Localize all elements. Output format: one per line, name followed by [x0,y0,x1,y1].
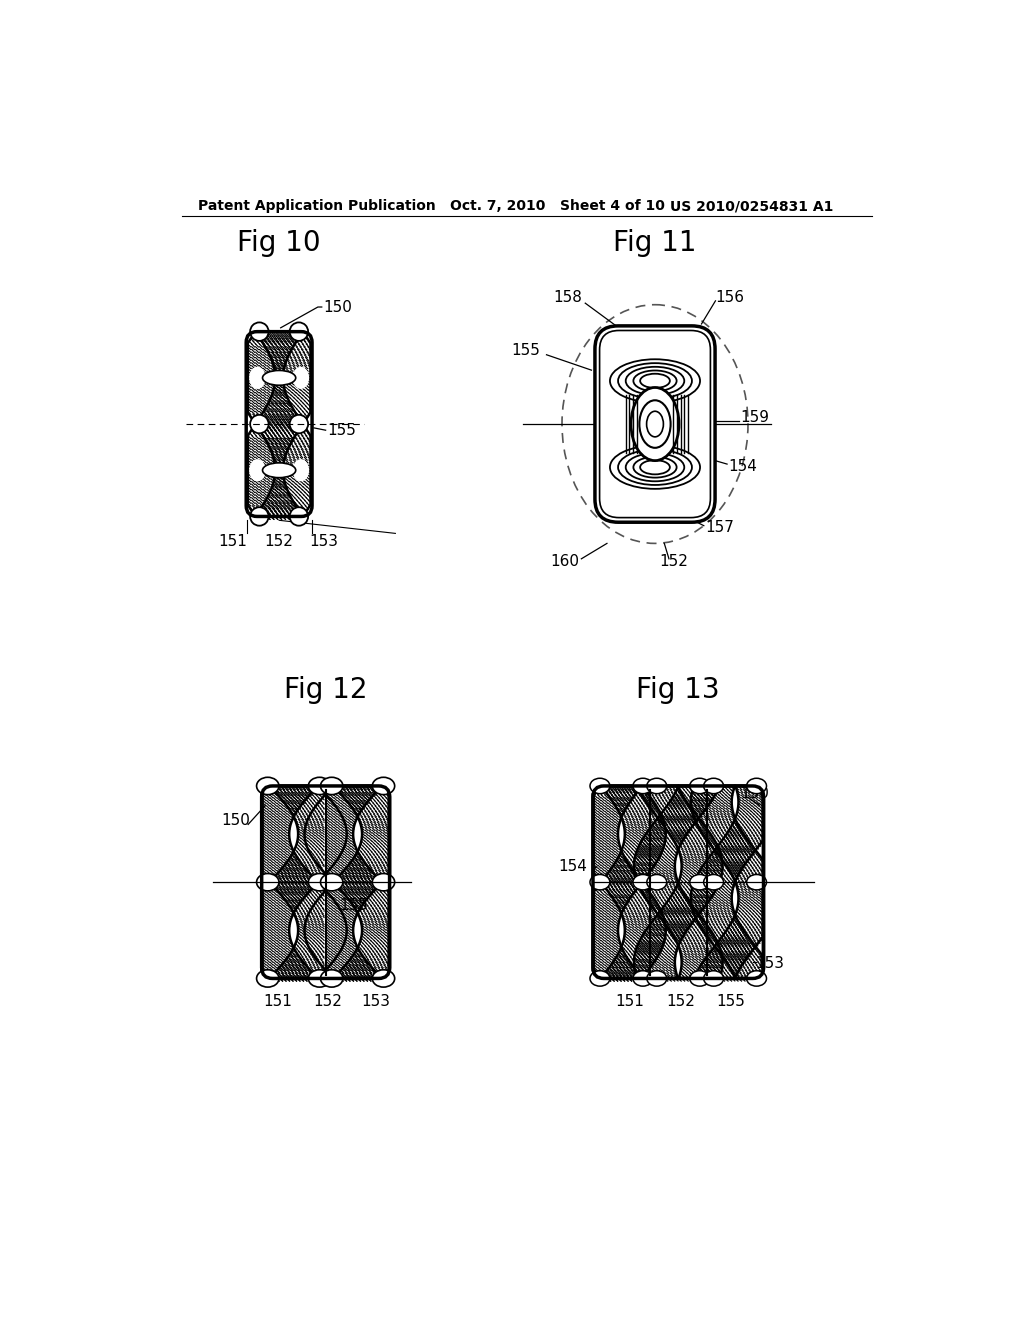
Ellipse shape [647,779,667,793]
Text: 155: 155 [328,422,356,438]
Ellipse shape [308,874,331,891]
Text: 152: 152 [658,553,688,569]
FancyBboxPatch shape [593,785,764,978]
Text: 152: 152 [264,533,294,549]
Ellipse shape [690,874,710,890]
Ellipse shape [639,400,671,447]
Ellipse shape [321,777,343,795]
Text: 153: 153 [361,994,390,1008]
Text: 154: 154 [729,459,758,474]
Ellipse shape [308,970,331,987]
Ellipse shape [647,970,667,986]
Ellipse shape [646,412,664,437]
Text: 151: 151 [263,994,292,1008]
Ellipse shape [262,463,296,478]
Text: 155: 155 [340,898,369,913]
FancyBboxPatch shape [246,331,312,516]
Ellipse shape [590,970,610,986]
Ellipse shape [321,874,343,891]
Ellipse shape [373,777,394,795]
Ellipse shape [257,970,279,987]
Text: 150: 150 [324,300,352,314]
Text: 151: 151 [218,533,247,549]
Ellipse shape [262,371,296,385]
Text: 152: 152 [667,994,695,1008]
Ellipse shape [308,777,331,795]
Text: 152: 152 [313,994,342,1008]
Ellipse shape [293,367,309,389]
Ellipse shape [590,874,610,890]
Ellipse shape [703,874,724,890]
Text: 160: 160 [550,553,580,569]
Text: 150: 150 [740,787,769,801]
Ellipse shape [633,970,653,986]
Text: 153: 153 [309,533,339,549]
Ellipse shape [293,459,309,482]
Text: Fig 12: Fig 12 [284,676,368,704]
Ellipse shape [249,367,265,389]
Ellipse shape [631,388,679,461]
Text: 155: 155 [512,343,541,359]
Text: 153: 153 [756,956,784,970]
Ellipse shape [249,459,265,482]
Text: Oct. 7, 2010   Sheet 4 of 10: Oct. 7, 2010 Sheet 4 of 10 [450,199,665,213]
Ellipse shape [633,779,653,793]
Text: Patent Application Publication: Patent Application Publication [198,199,435,213]
Ellipse shape [290,322,308,341]
Ellipse shape [373,970,394,987]
Text: Fig 11: Fig 11 [613,230,696,257]
Ellipse shape [690,779,710,793]
Ellipse shape [290,507,308,525]
Ellipse shape [647,874,667,890]
Text: 155: 155 [717,994,745,1008]
Ellipse shape [690,970,710,986]
Text: 159: 159 [740,411,769,425]
Ellipse shape [703,970,724,986]
Ellipse shape [373,874,394,891]
Text: 158: 158 [554,289,583,305]
Ellipse shape [633,874,653,890]
Text: 150: 150 [221,813,250,828]
FancyBboxPatch shape [262,785,389,978]
Ellipse shape [590,779,610,793]
FancyBboxPatch shape [595,326,715,523]
Ellipse shape [746,779,767,793]
Ellipse shape [746,970,767,986]
Text: Fig 10: Fig 10 [238,230,321,257]
Ellipse shape [703,779,724,793]
Ellipse shape [257,874,279,891]
Ellipse shape [250,507,268,525]
Text: 157: 157 [706,520,734,536]
Text: 156: 156 [716,289,744,305]
Ellipse shape [321,970,343,987]
Text: 151: 151 [615,994,645,1008]
Text: 154: 154 [558,859,587,874]
Ellipse shape [250,322,268,341]
Ellipse shape [746,874,767,890]
Text: Fig 13: Fig 13 [637,676,720,704]
Text: US 2010/0254831 A1: US 2010/0254831 A1 [671,199,834,213]
Ellipse shape [257,777,279,795]
Ellipse shape [250,414,268,433]
Ellipse shape [290,414,308,433]
